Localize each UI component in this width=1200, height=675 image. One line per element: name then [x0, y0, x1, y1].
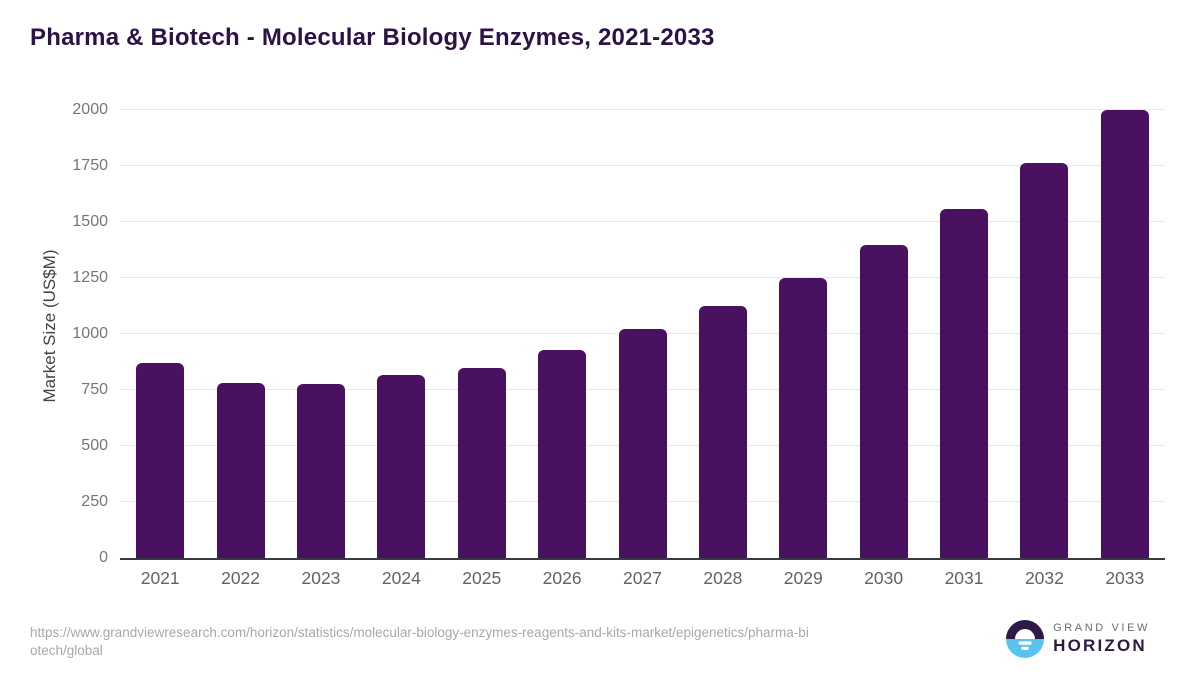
- bar-2029: [779, 278, 828, 558]
- logo-brand-top: GRAND VIEW: [1053, 622, 1150, 634]
- x-tick-label-2028: 2028: [703, 568, 743, 588]
- gridline-1500: [120, 221, 1165, 222]
- x-tick-label-2023: 2023: [301, 568, 341, 588]
- bar-2022: [216, 383, 265, 558]
- x-tick-label-2022: 2022: [221, 568, 261, 588]
- x-tick-label-2027: 2027: [623, 568, 662, 588]
- y-tick-label-250: 250: [81, 493, 108, 510]
- y-tick-label-1750: 1750: [72, 157, 108, 174]
- y-tick-label-750: 750: [81, 381, 108, 398]
- bar-2030: [859, 245, 908, 558]
- x-tick-label-2030: 2030: [864, 568, 904, 588]
- x-tick-label-2032: 2032: [1024, 568, 1064, 588]
- horizon-logo-icon: [1006, 620, 1045, 658]
- x-tick-label-2026: 2026: [542, 568, 582, 588]
- x-tick-label-2024: 2024: [381, 568, 421, 588]
- gridline-2000: [120, 109, 1165, 110]
- y-tick-label-1500: 1500: [72, 213, 108, 230]
- source-url-line1: https://www.grandviewresearch.com/horizo…: [30, 625, 809, 640]
- bar-2027: [618, 329, 667, 558]
- x-tick-label-2033: 2033: [1105, 568, 1145, 588]
- bar-2023: [296, 383, 345, 558]
- bar-2025: [457, 367, 506, 558]
- bar-2021: [136, 363, 185, 558]
- grand-view-horizon-logo: GRAND VIEW HORIZON: [1006, 620, 1150, 658]
- bar-2026: [538, 349, 587, 558]
- bar-2033: [1100, 110, 1149, 558]
- y-axis-tick-labels: 0 250 500 750 1000 1250 1500 1750 2000: [0, 101, 108, 566]
- logo-brand-bottom: HORIZON: [1053, 636, 1147, 655]
- y-tick-label-1000: 1000: [72, 325, 108, 342]
- y-tick-label-2000: 2000: [72, 101, 108, 118]
- page-title: Pharma & Biotech - Molecular Biology Enz…: [30, 24, 715, 51]
- y-tick-label-500: 500: [81, 437, 108, 454]
- x-tick-label-2029: 2029: [783, 568, 823, 588]
- gridline-1750: [120, 165, 1165, 166]
- x-tick-label-2021: 2021: [140, 568, 180, 588]
- x-tick-label-2025: 2025: [462, 568, 502, 588]
- bar-2032: [1020, 163, 1069, 558]
- y-tick-label-1250: 1250: [72, 269, 108, 286]
- source-url-line2: otech/global: [30, 643, 103, 658]
- logo-text: GRAND VIEW HORIZON: [1053, 622, 1150, 656]
- plot-area: [120, 109, 1165, 560]
- y-tick-label-0: 0: [99, 549, 108, 566]
- x-tick-label-2031: 2031: [944, 568, 984, 588]
- bar-2028: [698, 305, 747, 558]
- source-url: https://www.grandviewresearch.com/horizo…: [30, 624, 910, 660]
- bar-2031: [940, 208, 989, 558]
- x-axis-tick-labels: 2021 2022 2023 2024 2025 2026 2027 2028 2029 2030…: [120, 568, 1165, 592]
- gridline-1250: [120, 277, 1165, 278]
- bar-2024: [377, 374, 426, 558]
